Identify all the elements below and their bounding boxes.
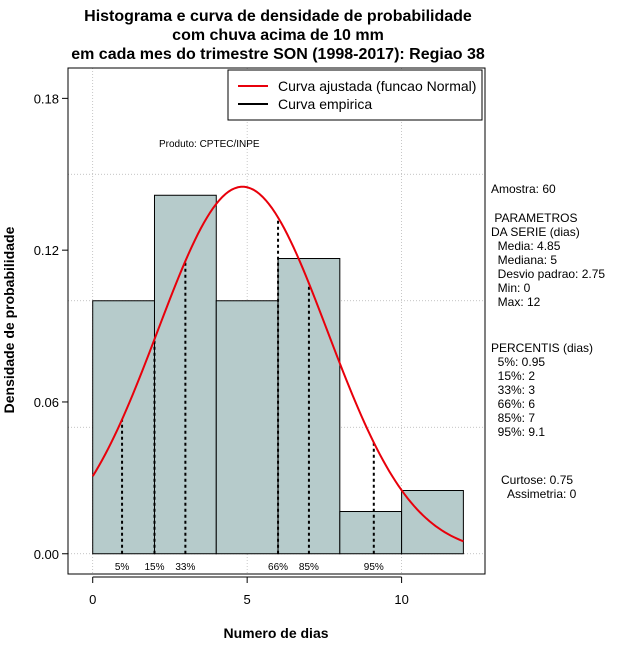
x-tick-label-0: 0	[89, 592, 96, 607]
normal-density-curve	[91, 185, 464, 543]
histogram-bar-0	[92, 300, 155, 555]
percentile-label-2: 33%	[175, 562, 195, 573]
stat-p5: 5%: 0.95	[491, 355, 545, 369]
percentile-lines: 5% 15% 33% 66% 85% 95%	[115, 217, 384, 573]
y-tick-label-3: 0.18	[34, 91, 59, 106]
y-axis-label: Densidade de probabilidade	[1, 226, 17, 413]
stat-p66: 66%: 6	[491, 397, 535, 411]
legend-label-normal: Curva ajustada (funcao Normal)	[278, 78, 476, 94]
histogram-bar-5	[401, 490, 464, 555]
stat-mean: Media: 4.85	[491, 239, 561, 253]
y-tick-label-1: 0.06	[34, 395, 59, 410]
stat-p85: 85%: 7	[491, 411, 535, 425]
y-tick-label-2: 0.12	[34, 243, 59, 258]
legend-label-empirical: Curva empirica	[278, 96, 372, 112]
stat-max: Max: 12	[491, 295, 541, 309]
stat-min: Min: 0	[491, 281, 531, 295]
stat-p33: 33%: 3	[491, 383, 535, 397]
chart-title-line-2: com chuva acima de 10 mm	[172, 27, 384, 44]
stat-params-heading: PARAMETROS	[491, 211, 577, 225]
stat-percentis-heading: PERCENTIS (dias)	[491, 341, 593, 355]
histogram-bar-2	[215, 300, 279, 555]
percentile-label-0: 5%	[115, 562, 130, 573]
stat-median: Mediana: 5	[491, 253, 557, 267]
legend-box	[227, 69, 483, 121]
stat-sd: Desvio padrao: 2.75	[491, 267, 605, 281]
percentile-label-4: 85%	[299, 562, 319, 573]
stats-panel: Amostra: 60 PARAMETROS DA SERIE (dias) M…	[491, 182, 605, 501]
x-tick-label-1: 5	[244, 592, 251, 607]
x-tick-label-2: 10	[394, 592, 408, 607]
chart-title-line-1: Histograma e curva de densidade de proba…	[84, 8, 472, 25]
stat-p15: 15%: 2	[491, 369, 535, 383]
stat-kurtosis: Curtose: 0.75	[501, 473, 573, 487]
y-tick-label-0: 0.00	[34, 547, 59, 562]
percentile-label-1: 15%	[144, 562, 164, 573]
stat-skewness: Assimetria: 0	[501, 487, 577, 501]
x-axis-label: Numero de dias	[223, 625, 328, 641]
legend: Curva ajustada (funcao Normal) Curva emp…	[227, 69, 483, 121]
percentile-label-3: 66%	[268, 562, 288, 573]
histogram-bar-1	[153, 194, 217, 555]
stat-sample: Amostra: 60	[491, 182, 556, 196]
product-note: Produto: CPTEC/INPE	[159, 139, 260, 150]
stat-params-subheading: DA SERIE (dias)	[491, 225, 580, 239]
stat-p95: 95%: 9.1	[491, 425, 545, 439]
percentile-label-5: 95%	[364, 562, 384, 573]
axes: 0 5 10 0.00 0.06 0.12 0.18	[34, 91, 409, 607]
chart-title-line-3: em cada mes do trimestre SON (1998-2017)…	[71, 46, 485, 63]
histogram-bar-4	[339, 511, 403, 555]
